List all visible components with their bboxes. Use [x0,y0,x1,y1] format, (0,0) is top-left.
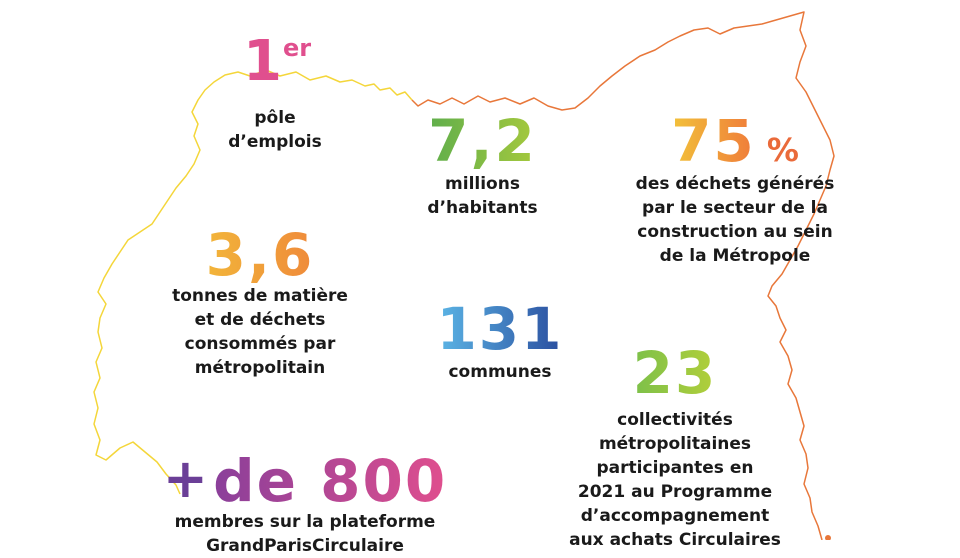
stat-matter: 3,6 tonnes de matière et de déchets cons… [160,226,360,380]
metropole-map-outline [93,11,835,540]
stat-population-caption: millions d’habitants [427,174,538,218]
stat-waste-caption: des déchets générés par le secteur de la… [635,174,835,266]
stat-members-plus: + [162,447,209,510]
stat-collectivities-caption: collectivités métropolitaines participan… [569,410,781,550]
stat-communes-caption: communes [448,362,552,382]
stat-collectivities: 23 collectivités métropolitaines partici… [565,344,785,552]
stat-waste: 75 % des déchets générés par le secteur … [610,112,860,268]
stat-communes: 131 communes [415,300,585,384]
stat-collectivities-number: 23 [632,339,718,407]
stat-population: 7,2 millions d’habitants [400,112,565,220]
stat-communes-number: 131 [436,295,564,363]
stat-waste-number: 75 [671,107,756,175]
stat-members-caption: membres sur la plateforme GrandParisCirc… [174,512,436,556]
stat-population-number: 7,2 [428,107,537,175]
stat-matter-number: 3,6 [205,221,315,289]
map-border-west [93,69,413,495]
stat-members: + de 800 membres sur la plateforme Grand… [150,452,460,558]
stat-employment-number: 1 [243,29,284,94]
stat-employment-superscript: er [283,34,312,62]
stat-waste-unit: % [766,131,799,169]
map-border-east [411,11,835,540]
stat-employment: 1 er pôle d’emplois [195,32,355,154]
stat-members-number: de 800 [213,447,448,515]
stat-employment-caption: pôle d’emplois [228,108,322,152]
map-border-dot [825,535,831,540]
stat-matter-caption: tonnes de matière et de déchets consommé… [172,286,348,378]
